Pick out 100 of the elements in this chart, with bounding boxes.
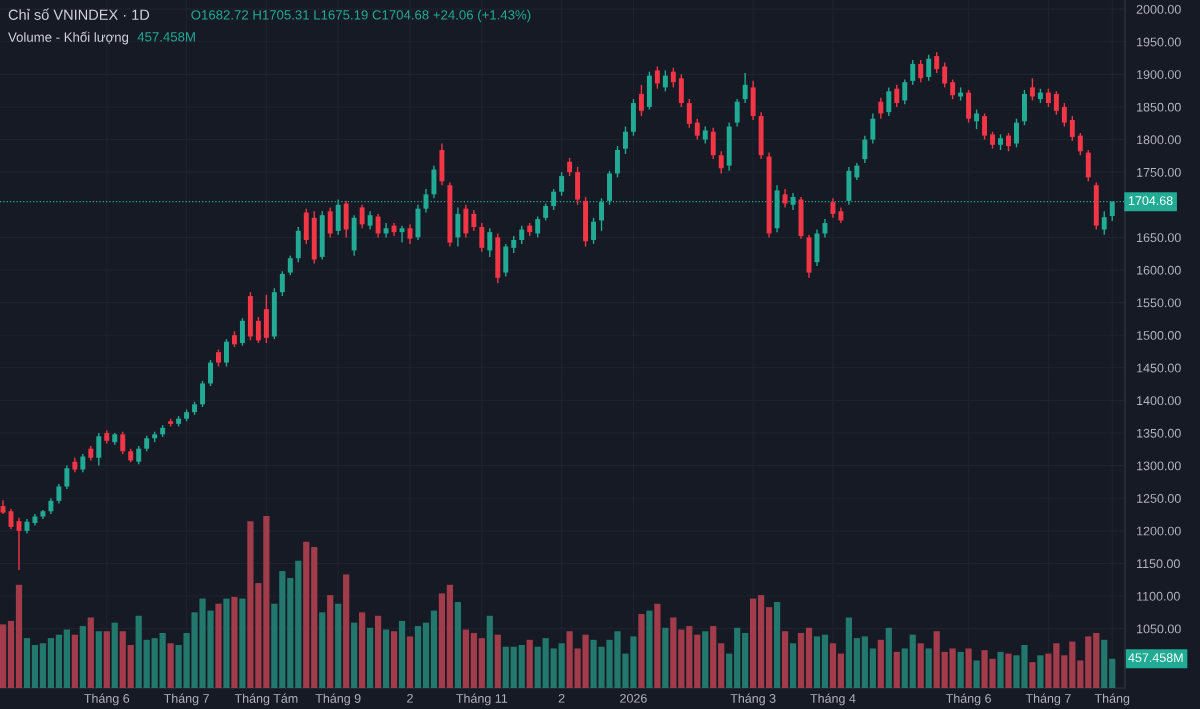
- bar: [1101, 639, 1108, 688]
- candlestick: [862, 134, 868, 164]
- candlestick: [223, 338, 229, 368]
- candlestick: [718, 150, 724, 175]
- y-tick-label: 1750.00: [1137, 167, 1181, 177]
- text: 457.458M: [1128, 653, 1183, 663]
- bar: [486, 615, 493, 688]
- chart-title: Chỉ số VNINDEX · 1D: [8, 8, 150, 20]
- bar: [845, 617, 853, 688]
- bar: [135, 615, 142, 688]
- candlestick: [910, 59, 916, 86]
- bar: [917, 643, 924, 688]
- bar: [1109, 658, 1116, 688]
- bar: [518, 645, 525, 688]
- y-tick-label: 1300.00: [1137, 461, 1181, 471]
- bar: [1077, 660, 1084, 688]
- bar: [710, 626, 717, 688]
- candlestick: [974, 108, 980, 130]
- bar: [758, 595, 765, 688]
- candlestick: [208, 359, 213, 387]
- y-tick-label: 1150.00: [1137, 559, 1180, 569]
- bar: [861, 636, 868, 688]
- bar: [239, 598, 246, 688]
- bar: [430, 610, 438, 688]
- candlestick: [926, 54, 932, 82]
- candlestick: [654, 65, 660, 90]
- bar: [1069, 641, 1076, 688]
- bar: [813, 636, 821, 688]
- candlestick: [287, 254, 293, 276]
- candlestick: [255, 316, 261, 344]
- bar: [279, 571, 286, 688]
- y-tick-label: 1600.00: [1137, 265, 1181, 275]
- x-tick-label: Tháng: [1094, 693, 1130, 706]
- bar: [111, 622, 118, 688]
- candlestick: [638, 84, 644, 117]
- y-tick-label: 1850.00: [1137, 102, 1181, 112]
- bar: [550, 648, 557, 688]
- y-tick-label: 1900.00: [1137, 70, 1181, 79]
- bar: [965, 648, 972, 688]
- candlestick: [742, 72, 748, 104]
- candlestick: [327, 206, 333, 239]
- y-tick-label: 1800.00: [1137, 135, 1181, 145]
- candlestick: [870, 112, 876, 145]
- bar: [510, 646, 517, 688]
- candlestick: [279, 270, 285, 297]
- bar: [957, 651, 964, 688]
- bar: [231, 596, 238, 688]
- bar: [95, 631, 102, 688]
- bar: [789, 643, 797, 688]
- bar: [351, 622, 358, 688]
- bar: [271, 603, 278, 688]
- bar: [119, 631, 126, 688]
- bar: [462, 629, 469, 688]
- bar: [686, 626, 693, 688]
- bar: [765, 607, 773, 688]
- candlestick: [1029, 77, 1035, 102]
- bar: [829, 643, 837, 688]
- candlestick: [950, 78, 956, 100]
- bar: [781, 631, 789, 688]
- candlestick: [455, 206, 461, 248]
- candlestick: [878, 97, 884, 120]
- bar: [901, 648, 908, 688]
- bar: [742, 632, 749, 688]
- y-tick-label: 1100.00: [1137, 591, 1180, 601]
- x-tick-label: Tháng 4: [810, 693, 856, 706]
- bar: [39, 643, 47, 688]
- bar: [654, 603, 661, 688]
- candlestick: [471, 209, 477, 232]
- candlestick: [136, 445, 142, 466]
- bar: [143, 639, 150, 688]
- bar: [390, 631, 398, 688]
- bar: [925, 648, 932, 688]
- bar: [797, 632, 805, 688]
- bar: [933, 631, 940, 688]
- bar: [909, 634, 916, 688]
- bar: [23, 638, 31, 688]
- bar: [885, 627, 892, 688]
- bar: [422, 622, 430, 688]
- candlestick: [918, 59, 924, 83]
- bar: [869, 648, 876, 688]
- candlestick: [1069, 115, 1075, 142]
- candlestick: [120, 431, 126, 455]
- bar: [7, 620, 15, 688]
- bar: [382, 629, 390, 688]
- x-tick-label: Tháng 7: [1025, 693, 1071, 706]
- bar: [670, 617, 677, 688]
- bar: [941, 651, 948, 688]
- candlestick: [375, 213, 381, 239]
- y-tick-label: 2000.00: [1136, 4, 1181, 14]
- candlestick: [902, 78, 908, 106]
- bar: [662, 627, 669, 688]
- candlestick: [686, 98, 692, 129]
- candlestick: [734, 98, 740, 128]
- bar: [454, 602, 461, 688]
- candlestick: [1101, 210, 1107, 236]
- bar: [359, 612, 366, 688]
- y-tick-label: 1400.00: [1137, 396, 1181, 406]
- bar: [87, 617, 94, 688]
- bar: [223, 598, 230, 688]
- bar: [366, 627, 374, 688]
